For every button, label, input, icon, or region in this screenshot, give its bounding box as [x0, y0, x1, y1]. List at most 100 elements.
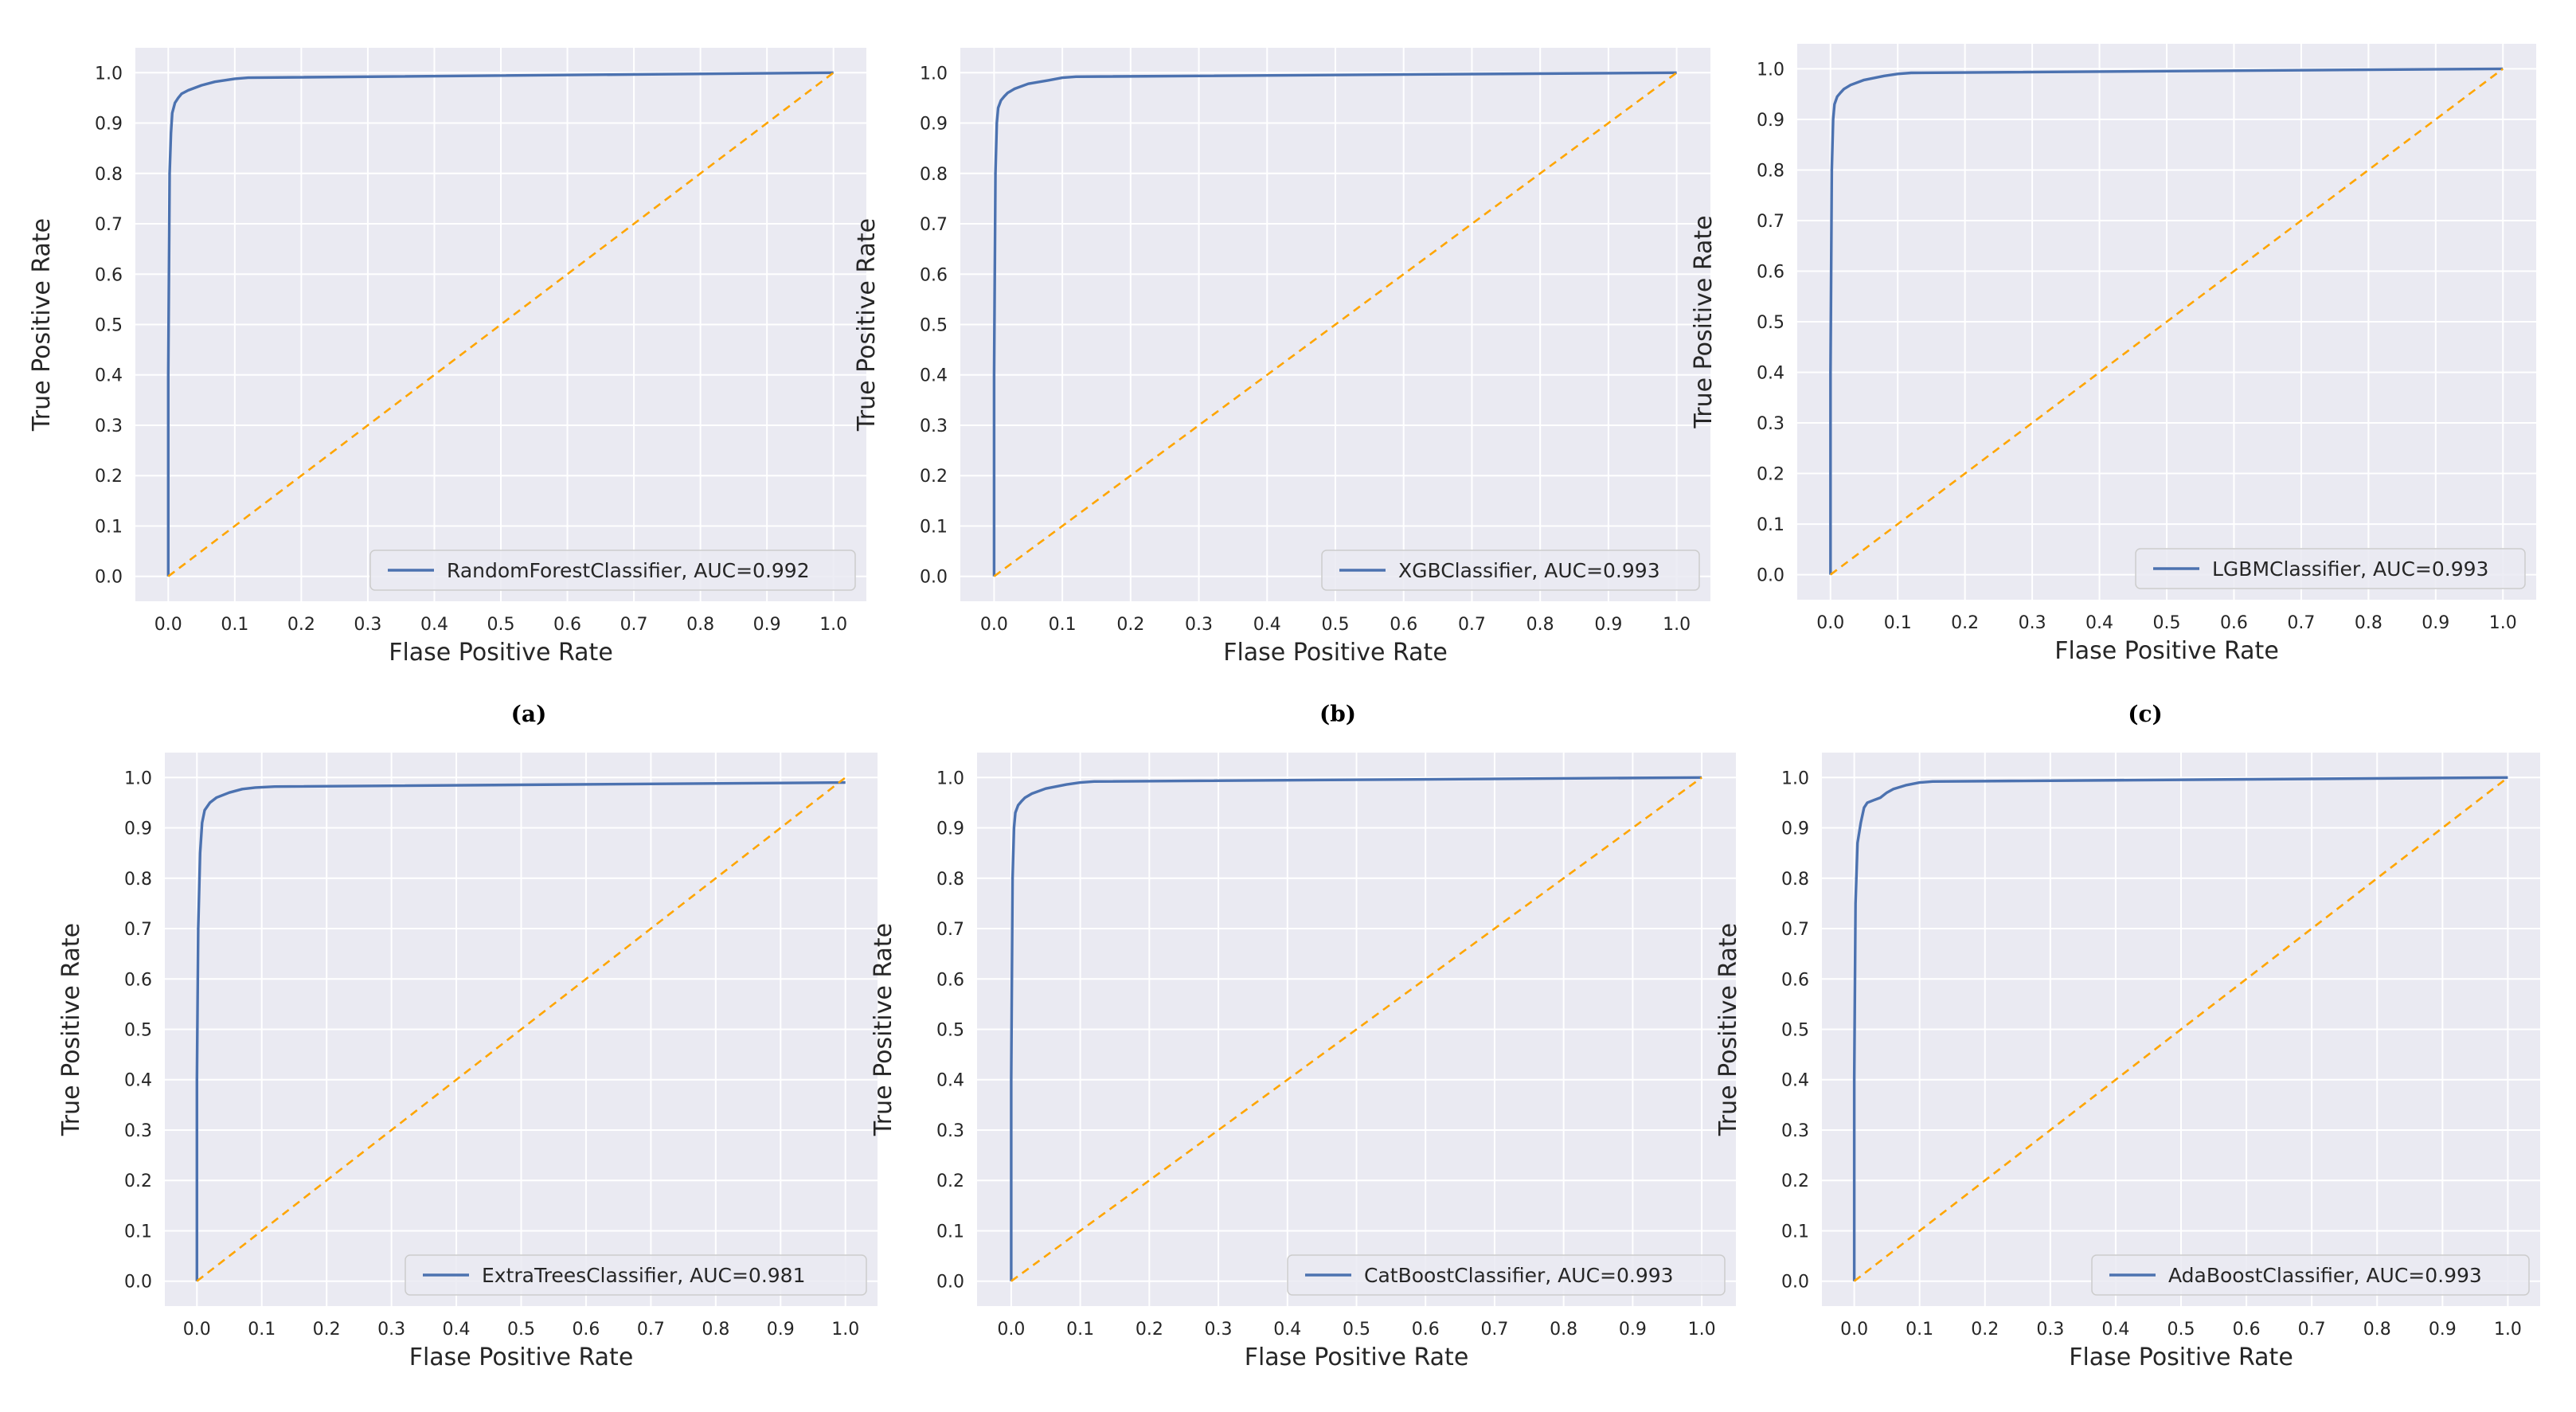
chart-6-y-tick-label: 0.7 — [1781, 920, 1809, 940]
chart-6-y-tick-label: 0.5 — [1781, 1021, 1809, 1041]
chart-4-x-tick-label: 0.7 — [637, 1320, 665, 1340]
chart-4-diagonal-reference-line — [196, 776, 846, 1282]
chart-3-x-tick-label: 0.9 — [2422, 613, 2449, 633]
chart-1-legend: RandomForestClassifier, AUC=0.992 — [369, 550, 856, 591]
chart-6-x-tick-label: 0.5 — [2168, 1320, 2195, 1340]
chart-6-x-tick-label: 0.4 — [2101, 1320, 2129, 1340]
chart-2-x-tick-label: 0.0 — [980, 615, 1008, 635]
chart-1-y-tick-label: 1.0 — [95, 64, 123, 84]
chart-5-y-axis-label: True Positive Rate — [870, 923, 897, 1136]
chart-2-roc-curve — [992, 71, 1677, 577]
chart-4-roc-curve — [195, 780, 846, 1281]
chart-3-diagonal-reference-line — [1830, 68, 2504, 576]
chart-6-x-tick-label: 1.0 — [2494, 1320, 2522, 1340]
chart-5-x-tick-label: 0.0 — [997, 1320, 1025, 1340]
chart-5-x-tick-label: 0.9 — [1619, 1320, 1647, 1340]
chart-2-diagonal-reference-line — [993, 72, 1678, 577]
chart-3-x-tick-label: 1.0 — [2489, 613, 2517, 633]
chart-4-y-tick-label: 0.3 — [124, 1121, 152, 1141]
chart-3-y-tick-label: 0.5 — [1757, 313, 1784, 333]
chart-1-y-tick-label: 0.3 — [95, 417, 123, 436]
chart-1-y-tick-label: 0.5 — [95, 316, 123, 336]
chart-1-x-tick-label: 0.2 — [287, 615, 315, 635]
chart-5-y-tick-label: 0.3 — [936, 1121, 964, 1141]
chart-3-legend: LGBMClassifier, AUC=0.993 — [2135, 548, 2526, 589]
chart-4-x-tick-label: 0.1 — [248, 1320, 276, 1340]
chart-2-y-tick-label: 0.4 — [920, 366, 948, 386]
chart-6: 0.0 0.1 0.2 0.3 0.4 0.5 0.6 0.7 0.8 0.9 1.0 0.0 0.1 0… — [1714, 753, 2540, 1371]
panel-label-c: (c) — [2128, 701, 2163, 727]
chart-4-y-axis-label: True Positive Rate — [57, 923, 85, 1136]
chart-5-diagonal-reference-line — [1010, 776, 1702, 1282]
chart-3-y-tick-label: 0.0 — [1757, 566, 1784, 586]
chart-1-x-tick-label: 0.4 — [420, 615, 448, 635]
chart-2: 0.0 0.1 0.2 0.3 0.4 0.5 0.6 0.7 0.8 0.9 1.0 0.0 0.1 0… — [853, 48, 1710, 667]
chart-3-y-tick-label: 0.6 — [1757, 262, 1784, 282]
chart-4-x-axis-label: Flase Positive Rate — [409, 1344, 634, 1371]
chart-2-x-tick-label: 0.8 — [1526, 615, 1554, 635]
chart-3-x-tick-label: 0.5 — [2153, 613, 2181, 633]
chart-2-y-tick-label: 1.0 — [920, 64, 948, 84]
chart-4-y-tick-label: 0.9 — [124, 819, 152, 839]
chart-4-x-tick-label: 0.8 — [702, 1320, 729, 1340]
chart-5-x-tick-label: 1.0 — [1688, 1320, 1716, 1340]
chart-2-y-tick-label: 0.2 — [920, 467, 948, 487]
chart-4-legend-box — [405, 1254, 867, 1296]
chart-5-x-axis-label: Flase Positive Rate — [1245, 1344, 1469, 1371]
chart-2-legend: XGBClassifier, AUC=0.993 — [1321, 550, 1700, 591]
chart-1-x-tick-label: 0.7 — [620, 615, 648, 635]
chart-5-x-tick-label: 0.2 — [1136, 1320, 1163, 1340]
chart-1-y-tick-label: 0.6 — [95, 265, 123, 285]
chart-1-y-tick-label: 0.4 — [95, 366, 123, 386]
chart-1-roc-curve — [166, 71, 834, 577]
chart-5-y-tick-label: 0.6 — [936, 970, 964, 990]
chart-4-y-tick-label: 0.4 — [124, 1071, 152, 1091]
chart-5-y-tick-label: 1.0 — [936, 769, 964, 788]
chart-3-y-tick-label: 0.9 — [1757, 111, 1784, 131]
chart-1-x-tick-label: 0.0 — [154, 615, 182, 635]
chart-3-y-tick-label: 0.8 — [1757, 161, 1784, 181]
chart-6-x-tick-label: 0.9 — [2429, 1320, 2457, 1340]
chart-3-y-tick-label: 0.2 — [1757, 465, 1784, 485]
chart-5-y-tick-label: 0.7 — [936, 920, 964, 940]
chart-2-legend-box — [1321, 550, 1700, 591]
chart-3-y-axis-label: True Positive Rate — [1690, 215, 1718, 428]
chart-4: 0.0 0.1 0.2 0.3 0.4 0.5 0.6 0.7 0.8 0.9 1.0 0.0 0.1 0… — [57, 753, 878, 1371]
chart-3-roc-curve — [1829, 67, 2504, 575]
chart-6-y-tick-label: 0.9 — [1781, 819, 1809, 839]
chart-1-y-tick-label: 0.2 — [95, 467, 123, 487]
chart-6-diagonal-reference-line — [1853, 776, 2509, 1282]
chart-5-y-tick-label: 0.4 — [936, 1071, 964, 1091]
chart-6-legend-label: AdaBoostClassifier, AUC=0.993 — [2168, 1264, 2482, 1287]
chart-6-y-tick-label: 0.3 — [1781, 1121, 1809, 1141]
chart-5-y-tick-label: 0.8 — [936, 870, 964, 890]
chart-4-x-tick-label: 0.0 — [183, 1320, 211, 1340]
chart-6-legend-box — [2091, 1254, 2530, 1296]
chart-4-x-tick-label: 0.3 — [377, 1320, 405, 1340]
chart-3-x-axis-label: Flase Positive Rate — [2054, 637, 2279, 665]
chart-3-y-tick-label: 0.1 — [1757, 515, 1784, 535]
chart-3: 0.0 0.1 0.2 0.3 0.4 0.5 0.6 0.7 0.8 0.9 1.0 0.0 0.1 0… — [1690, 44, 2536, 665]
chart-2-x-axis-label: Flase Positive Rate — [1223, 639, 1448, 667]
chart-2-x-tick-label: 1.0 — [1663, 615, 1691, 635]
chart-2-y-tick-label: 0.5 — [920, 316, 948, 336]
chart-1-x-axis-label: Flase Positive Rate — [389, 639, 613, 667]
chart-2-y-tick-label: 0.9 — [920, 115, 948, 135]
chart-4-x-tick-label: 0.4 — [443, 1320, 471, 1340]
panel-label-b: (b) — [1319, 701, 1356, 727]
chart-2-x-tick-label: 0.3 — [1185, 615, 1213, 635]
chart-3-y-tick-label: 0.3 — [1757, 414, 1784, 434]
chart-2-x-tick-label: 0.9 — [1594, 615, 1622, 635]
chart-2-y-tick-label: 0.3 — [920, 417, 948, 436]
chart-6-legend: AdaBoostClassifier, AUC=0.993 — [2091, 1254, 2530, 1296]
chart-4-x-tick-label: 0.6 — [572, 1320, 600, 1340]
chart-5-x-tick-label: 0.5 — [1343, 1320, 1370, 1340]
chart-2-y-tick-label: 0.7 — [920, 215, 948, 235]
chart-4-x-tick-label: 1.0 — [831, 1320, 859, 1340]
chart-5-x-tick-label: 0.1 — [1066, 1320, 1094, 1340]
chart-3-x-tick-label: 0.4 — [2085, 613, 2113, 633]
chart-1-y-tick-label: 0.1 — [95, 517, 123, 537]
chart-3-x-tick-label: 0.8 — [2355, 613, 2383, 633]
chart-6-y-tick-label: 0.6 — [1781, 970, 1809, 990]
